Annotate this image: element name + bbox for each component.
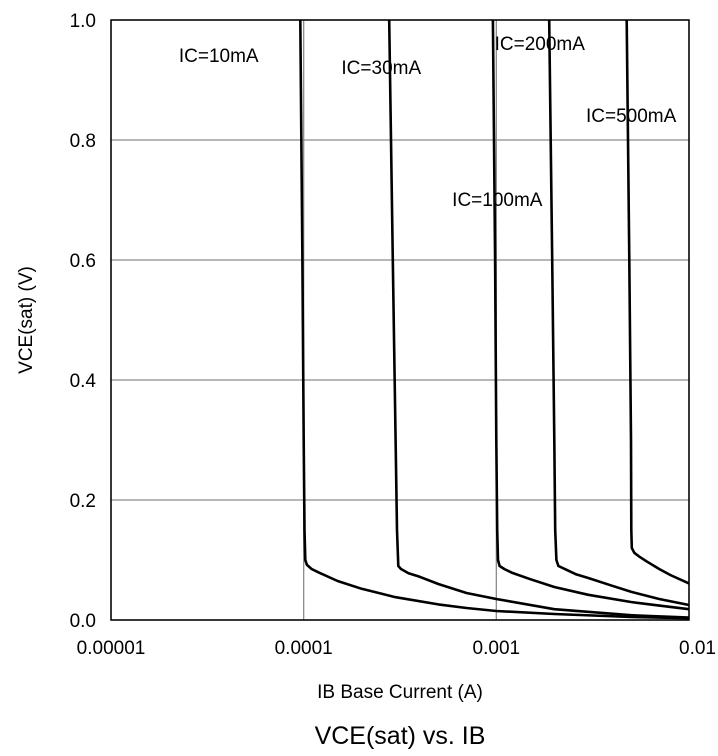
y-tick-label-0: 0.0 — [70, 611, 96, 632]
x-axis-title: IB Base Current (A) — [317, 682, 483, 703]
series-label-4: IC=500mA — [586, 106, 677, 127]
x-tick-label-2: 0.001 — [473, 638, 521, 659]
y-tick-label-1: 0.2 — [70, 491, 96, 512]
y-tick-label-5: 1.0 — [70, 11, 96, 32]
series-line-2 — [491, 19, 690, 611]
y-tick-label-2: 0.4 — [70, 371, 97, 392]
series-lines — [299, 19, 690, 620]
series-label-3: IC=200mA — [495, 34, 586, 55]
plot-frame — [110, 19, 690, 621]
series-line-3 — [547, 19, 690, 607]
series-label-0: IC=10mA — [179, 46, 259, 67]
x-tick-label-0: 0.00001 — [77, 638, 146, 659]
x-tick-labels: 0.00001 0.0001 0.001 0.01 — [77, 638, 716, 659]
x-tick-label-3: 0.01 — [679, 638, 716, 659]
y-axis-title: VCE(sat) (V) — [16, 266, 37, 374]
series-labels: IC=10mA IC=30mA IC=100mA IC=200mA IC=500mA — [179, 34, 677, 211]
series-line-0 — [299, 19, 690, 620]
y-tick-labels: 0.0 0.2 0.4 0.6 0.8 1.0 — [70, 11, 97, 632]
chart-title: VCE(sat) vs. IB — [315, 722, 486, 750]
y-tick-label-4: 0.8 — [70, 131, 96, 152]
series-line-4 — [625, 19, 690, 585]
series-line-1 — [387, 19, 690, 619]
y-tick-label-3: 0.6 — [70, 251, 96, 272]
x-tick-label-1: 0.0001 — [275, 638, 333, 659]
series-label-2: IC=100mA — [452, 190, 543, 211]
series-label-1: IC=30mA — [341, 58, 421, 79]
